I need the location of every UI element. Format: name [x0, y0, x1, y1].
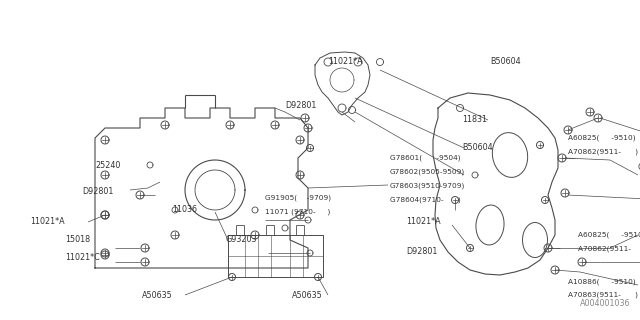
Text: G78604(9710-      ): G78604(9710- ) [390, 197, 461, 203]
Text: 11036: 11036 [172, 205, 197, 214]
Text: G78601(      -9504): G78601( -9504) [390, 155, 461, 161]
Text: B50604: B50604 [490, 58, 520, 67]
Text: 11021*C: 11021*C [65, 253, 100, 262]
Text: A60825(     -9510): A60825( -9510) [578, 232, 640, 238]
Ellipse shape [476, 205, 504, 245]
Text: G93102: G93102 [638, 164, 640, 172]
Text: G78603(9510-9709): G78603(9510-9709) [390, 183, 465, 189]
Text: 11021*A: 11021*A [406, 218, 440, 227]
Text: D92801: D92801 [285, 100, 316, 109]
Text: 11071 (9710-     ): 11071 (9710- ) [265, 209, 330, 215]
Text: A004001036: A004001036 [579, 299, 630, 308]
Text: B50604: B50604 [462, 143, 493, 153]
Text: 11021*A: 11021*A [328, 58, 363, 67]
Bar [228, 235, 323, 277]
Ellipse shape [522, 222, 547, 258]
Ellipse shape [492, 132, 527, 177]
Text: 11831: 11831 [462, 116, 487, 124]
Text: G91905(    -9709): G91905( -9709) [265, 195, 331, 201]
Text: A50635: A50635 [292, 291, 323, 300]
Text: A70862(9511-      ): A70862(9511- ) [578, 246, 640, 252]
Text: 11021*A: 11021*A [30, 218, 65, 227]
Text: A10886(     -9510): A10886( -9510) [568, 279, 636, 285]
Text: A60825(     -9510): A60825( -9510) [568, 135, 636, 141]
Text: 15018: 15018 [65, 236, 90, 244]
Text: G78602(9505-9509): G78602(9505-9509) [390, 169, 465, 175]
Text: D92801: D92801 [406, 247, 437, 257]
Text: G93203: G93203 [225, 236, 257, 244]
Text: A70862(9511-      ): A70862(9511- ) [568, 149, 638, 155]
Text: 25240: 25240 [95, 161, 120, 170]
Text: A70863(9511-      ): A70863(9511- ) [568, 292, 638, 298]
Text: D92801: D92801 [82, 188, 113, 196]
Text: A50635: A50635 [142, 291, 173, 300]
